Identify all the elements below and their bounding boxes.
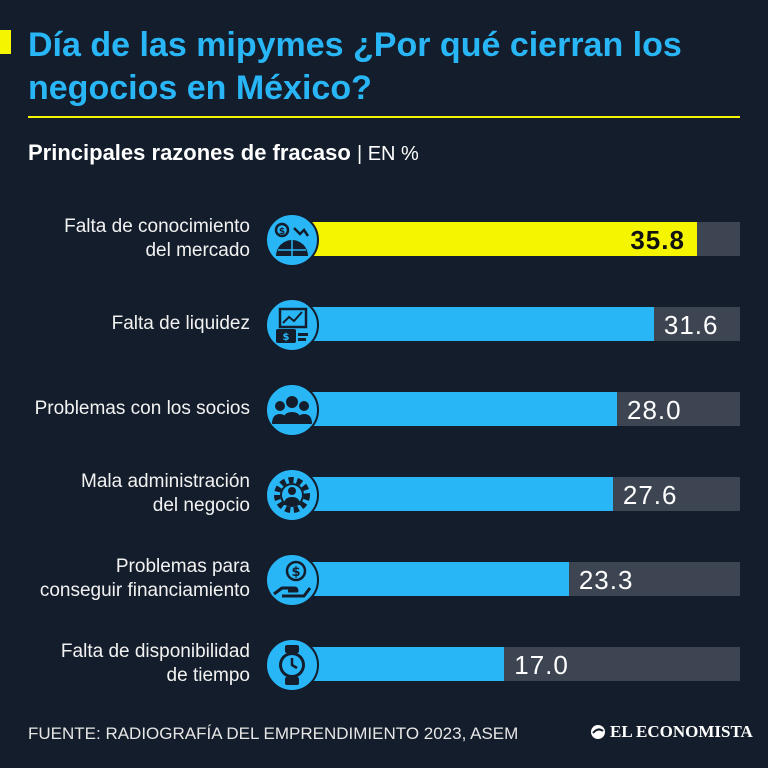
value-label: 28.0 <box>627 395 682 425</box>
svg-text:$: $ <box>291 565 300 580</box>
bar-row: Problemas para conseguir financiamiento 23… <box>0 548 768 610</box>
bar-row: Problemas con los socios 28.0 <box>0 378 768 440</box>
money-chart-icon: $ <box>264 297 320 353</box>
bar <box>300 222 697 256</box>
gear-person-icon <box>264 467 320 523</box>
category-label: Falta de liquidez <box>0 293 250 355</box>
bar-track: 28.0 <box>300 392 740 426</box>
category-label-line: Problemas con los socios <box>34 398 250 419</box>
bar-row: Falta de liquidez 31.6 $ <box>0 293 768 355</box>
category-label-line: del negocio <box>152 495 250 516</box>
category-label-line: Mala administración <box>81 471 250 492</box>
people-group-icon <box>264 382 320 438</box>
value-label: 35.8 <box>630 225 685 255</box>
category-label: Mala administración del negocio <box>0 463 250 525</box>
category-label: Problemas para conseguir financiamiento <box>0 548 250 610</box>
category-label: Problemas con los socios <box>0 378 250 440</box>
brand-logo: EL ECONOMISTA <box>590 722 753 742</box>
bar-track: 27.6 <box>300 477 740 511</box>
category-label: Falta de conocimiento del mercado <box>0 208 250 270</box>
page-title: Día de las mipymes ¿Por qué cierran los … <box>28 26 682 107</box>
category-label-line: Problemas para <box>115 556 250 577</box>
bar <box>300 307 654 341</box>
svg-text:$: $ <box>283 332 290 343</box>
svg-text:$: $ <box>279 227 285 237</box>
brand-name: EL ECONOMISTA <box>610 722 753 741</box>
bar <box>300 562 569 596</box>
unit-label: | EN % <box>356 143 419 165</box>
category-label-line: Falta de conocimiento <box>64 216 250 237</box>
globe-market-icon: $ <box>264 212 320 268</box>
category-label-line: conseguir financiamiento <box>39 580 250 601</box>
category-label-line: del mercado <box>145 240 250 261</box>
category-label-line: de tiempo <box>166 665 250 686</box>
bar <box>300 647 505 681</box>
chart-subtitle: Principales razones de fracaso | EN % <box>28 138 419 169</box>
bar-track: 23.3 <box>300 562 740 596</box>
bar-track: 31.6 <box>300 307 740 341</box>
title-divider <box>28 116 740 118</box>
value-label: 27.6 <box>622 480 678 510</box>
category-label-line: Falta de disponibilidad <box>60 641 250 662</box>
brand-mark-icon <box>591 725 605 739</box>
dollar-hand-icon: $ <box>264 552 320 608</box>
category-label-line: Falta de liquidez <box>111 313 250 334</box>
value-label: 23.3 <box>578 565 634 595</box>
bar-row: Mala administración del negocio 27.6 <box>0 463 768 525</box>
bar-row: Falta de disponibilidad de tiempo 17.0 <box>0 633 768 695</box>
value-label: 31.6 <box>663 310 719 340</box>
bar-row: Falta de conocimiento del mercado 35.8 $ <box>0 208 768 270</box>
title-accent-bar <box>0 30 11 54</box>
bar <box>300 477 613 511</box>
value-label: 17.0 <box>514 650 569 680</box>
bar-track: 35.8 <box>300 222 740 256</box>
category-label: Falta de disponibilidad de tiempo <box>0 633 250 695</box>
bar-track: 17.0 <box>300 647 740 681</box>
bar <box>300 392 617 426</box>
watch-clock-icon <box>264 637 320 693</box>
subtitle-text: Principales razones de fracaso <box>28 140 351 165</box>
source-note: FUENTE: RADIOGRAFÍA DEL EMPRENDIMIENTO 2… <box>28 724 519 743</box>
